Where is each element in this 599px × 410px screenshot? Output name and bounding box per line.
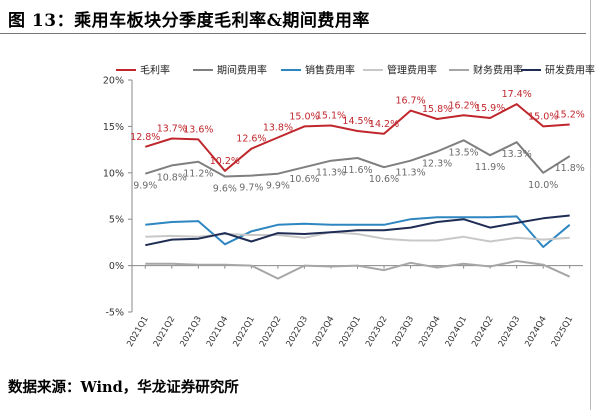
y-tick-label: 5%	[109, 215, 124, 226]
x-tick-label: 2024Q1	[444, 315, 470, 349]
data-label: 9.9%	[133, 181, 157, 192]
figure-title: 图 13：乘用车板块分季度毛利率&期间费用率	[8, 11, 370, 31]
data-label: 10.2%	[210, 156, 240, 167]
x-tick-label: 2022Q3	[285, 315, 311, 349]
x-tick-label: 2024Q3	[497, 315, 523, 349]
series-line	[145, 260, 571, 280]
title-divider	[0, 33, 586, 34]
data-label: 17.4%	[502, 89, 532, 100]
data-label: 16.7%	[395, 96, 425, 107]
data-label: 10.6%	[289, 174, 319, 185]
data-label: 12.3%	[422, 158, 452, 169]
legend-label: 财务费用率	[473, 64, 523, 77]
x-tick-label: 2024Q2	[470, 315, 496, 349]
data-source-note: 数据来源：Wind，华龙证券研究所	[8, 379, 239, 396]
x-tick-label: 2023Q4	[417, 315, 443, 349]
legend-label: 管理费用率	[387, 64, 437, 77]
data-label: 10.6%	[369, 174, 399, 185]
data-label: 13.3%	[502, 149, 532, 160]
series-line	[145, 103, 570, 172]
data-label: 12.6%	[236, 134, 266, 145]
data-label: 15.8%	[422, 104, 452, 115]
data-label: 10.0%	[528, 180, 558, 191]
data-label: 15.0%	[289, 111, 319, 122]
data-label: 14.2%	[369, 119, 399, 130]
y-tick-label: 20%	[103, 76, 124, 87]
data-label: 9.6%	[213, 184, 237, 195]
data-label: 11.3%	[316, 168, 346, 179]
data-label: 9.9%	[266, 181, 290, 192]
legend-label: 毛利率	[140, 64, 170, 77]
chart-legend: 毛利率 期间费用率 销售费用率 管理费用率 财务费用率 研发费用率	[116, 64, 595, 77]
data-label: 11.6%	[342, 165, 372, 176]
series-line	[145, 215, 571, 248]
x-tick-label: 2023Q2	[364, 315, 390, 349]
x-tick-label: 2021Q3	[178, 315, 204, 349]
data-label: 13.7%	[157, 123, 187, 134]
x-tick-label: 2021Q1	[125, 315, 151, 349]
x-tick-label: 2025Q1	[550, 315, 576, 349]
x-tick-label: 2024Q4	[523, 315, 549, 349]
data-label: 15.1%	[316, 110, 346, 121]
data-label: 13.8%	[263, 123, 293, 134]
data-label: 15.9%	[475, 103, 505, 114]
data-label: 11.8%	[555, 163, 585, 174]
data-label: 13.5%	[449, 147, 479, 158]
data-label: 9.7%	[239, 183, 263, 194]
y-tick-label: 0%	[109, 261, 124, 272]
x-tick-label: 2021Q4	[205, 315, 231, 349]
x-tick-label: 2022Q4	[311, 315, 337, 349]
chart-series	[145, 103, 571, 280]
data-label: 15.2%	[555, 110, 585, 121]
data-label: 14.5%	[342, 116, 372, 127]
data-label: 13.6%	[183, 124, 213, 135]
y-tick-label: 15%	[103, 122, 124, 133]
legend-label: 研发费用率	[545, 64, 595, 77]
data-label: 16.2%	[449, 100, 479, 111]
series-line	[145, 139, 571, 178]
y-tick-label: 10%	[103, 168, 124, 179]
legend-label: 销售费用率	[305, 64, 355, 77]
legend-label: 期间费用率	[217, 64, 267, 77]
y-tick-label: -5%	[106, 308, 125, 319]
data-label: 11.2%	[183, 169, 213, 180]
x-tick-label: 2021Q2	[152, 315, 178, 349]
chart-data-labels: 12.8%13.7%13.6%10.2%12.6%13.8%15.0%15.1%…	[130, 89, 585, 194]
page-edge-divider	[590, 0, 591, 410]
x-tick-label: 2022Q2	[258, 315, 284, 349]
data-label: 15.0%	[528, 111, 558, 122]
data-label: 10.8%	[157, 172, 187, 183]
data-label: 12.8%	[130, 132, 160, 143]
x-tick-label: 2022Q1	[231, 315, 257, 349]
data-label: 11.9%	[475, 162, 505, 173]
data-label: 11.3%	[395, 168, 425, 179]
series-line	[145, 214, 570, 247]
x-tick-label: 2023Q1	[338, 315, 364, 349]
x-tick-label: 2023Q3	[391, 315, 417, 349]
